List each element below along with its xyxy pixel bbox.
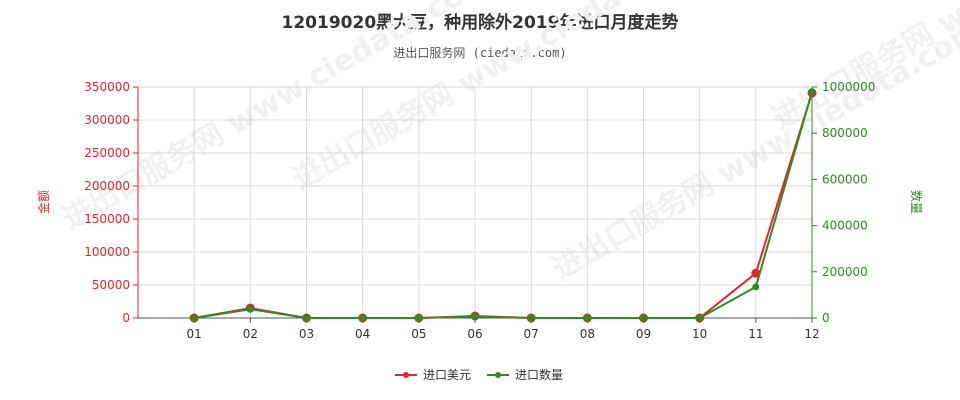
series-2-point xyxy=(640,314,647,322)
y-left-tick-label: 0 xyxy=(122,311,130,325)
x-tick-label: 05 xyxy=(411,327,426,341)
x-tick-label: 08 xyxy=(580,327,595,341)
x-tick-label: 11 xyxy=(748,327,763,341)
y-left-tick-label: 250000 xyxy=(84,146,130,160)
series-line-1 xyxy=(193,92,813,319)
series-2-point xyxy=(583,314,591,322)
series-2-point xyxy=(246,305,254,313)
series-2-point xyxy=(527,314,535,322)
series-2-point xyxy=(190,314,198,322)
x-tick-label: 09 xyxy=(636,327,651,341)
series-2-point xyxy=(696,314,704,322)
y-left-tick-label: 300000 xyxy=(84,113,130,127)
y-right-tick-label: 0 xyxy=(822,311,830,325)
y-right-tick-label: 1000000 xyxy=(822,80,875,94)
series-2-point xyxy=(359,314,367,322)
y-right-tick-label: 200000 xyxy=(822,265,868,279)
legend-label-2: 进口数量 xyxy=(515,367,563,382)
y-left-tick-label: 200000 xyxy=(84,179,130,193)
series-2-point xyxy=(752,283,760,291)
series-1-point xyxy=(751,268,761,278)
legend-label-1: 进口美元 xyxy=(423,368,471,382)
y-right-tick-label: 600000 xyxy=(822,172,868,186)
legend-marker-2 xyxy=(495,372,501,378)
x-tick-label: 10 xyxy=(692,327,707,341)
series-2-point xyxy=(808,88,816,96)
x-tick-label: 06 xyxy=(467,327,482,341)
series-2-point xyxy=(415,314,423,322)
legend-marker-1 xyxy=(403,372,409,378)
x-tick-label: 12 xyxy=(804,327,819,341)
x-tick-label: 02 xyxy=(243,327,258,341)
y-right-axis-label: 数量 xyxy=(909,190,924,214)
y-left-tick-label: 350000 xyxy=(84,80,130,94)
y-left-tick-label: 100000 xyxy=(84,245,130,259)
y-right-tick-label: 800000 xyxy=(822,126,868,140)
y-left-tick-label: 50000 xyxy=(92,278,130,292)
x-tick-label: 01 xyxy=(187,327,202,341)
watermark-text: 进出口服务网 www.ciedata.com xyxy=(287,0,728,197)
x-tick-label: 03 xyxy=(299,327,314,341)
chart-title: 12019020黑大豆，种用除外2019年进口月度走势 xyxy=(281,13,679,33)
series-2-point xyxy=(303,314,310,322)
y-left-axis-label: 金额 xyxy=(36,190,51,214)
series-2-point xyxy=(471,313,479,321)
x-tick-label: 04 xyxy=(355,327,370,341)
x-tick-label: 07 xyxy=(524,327,539,341)
series-line-2 xyxy=(194,91,813,319)
chart-subtitle: 进出口服务网 (ciedata.com) xyxy=(393,46,567,60)
y-right-tick-label: 400000 xyxy=(822,219,868,233)
y-left-tick-label: 150000 xyxy=(84,212,130,226)
